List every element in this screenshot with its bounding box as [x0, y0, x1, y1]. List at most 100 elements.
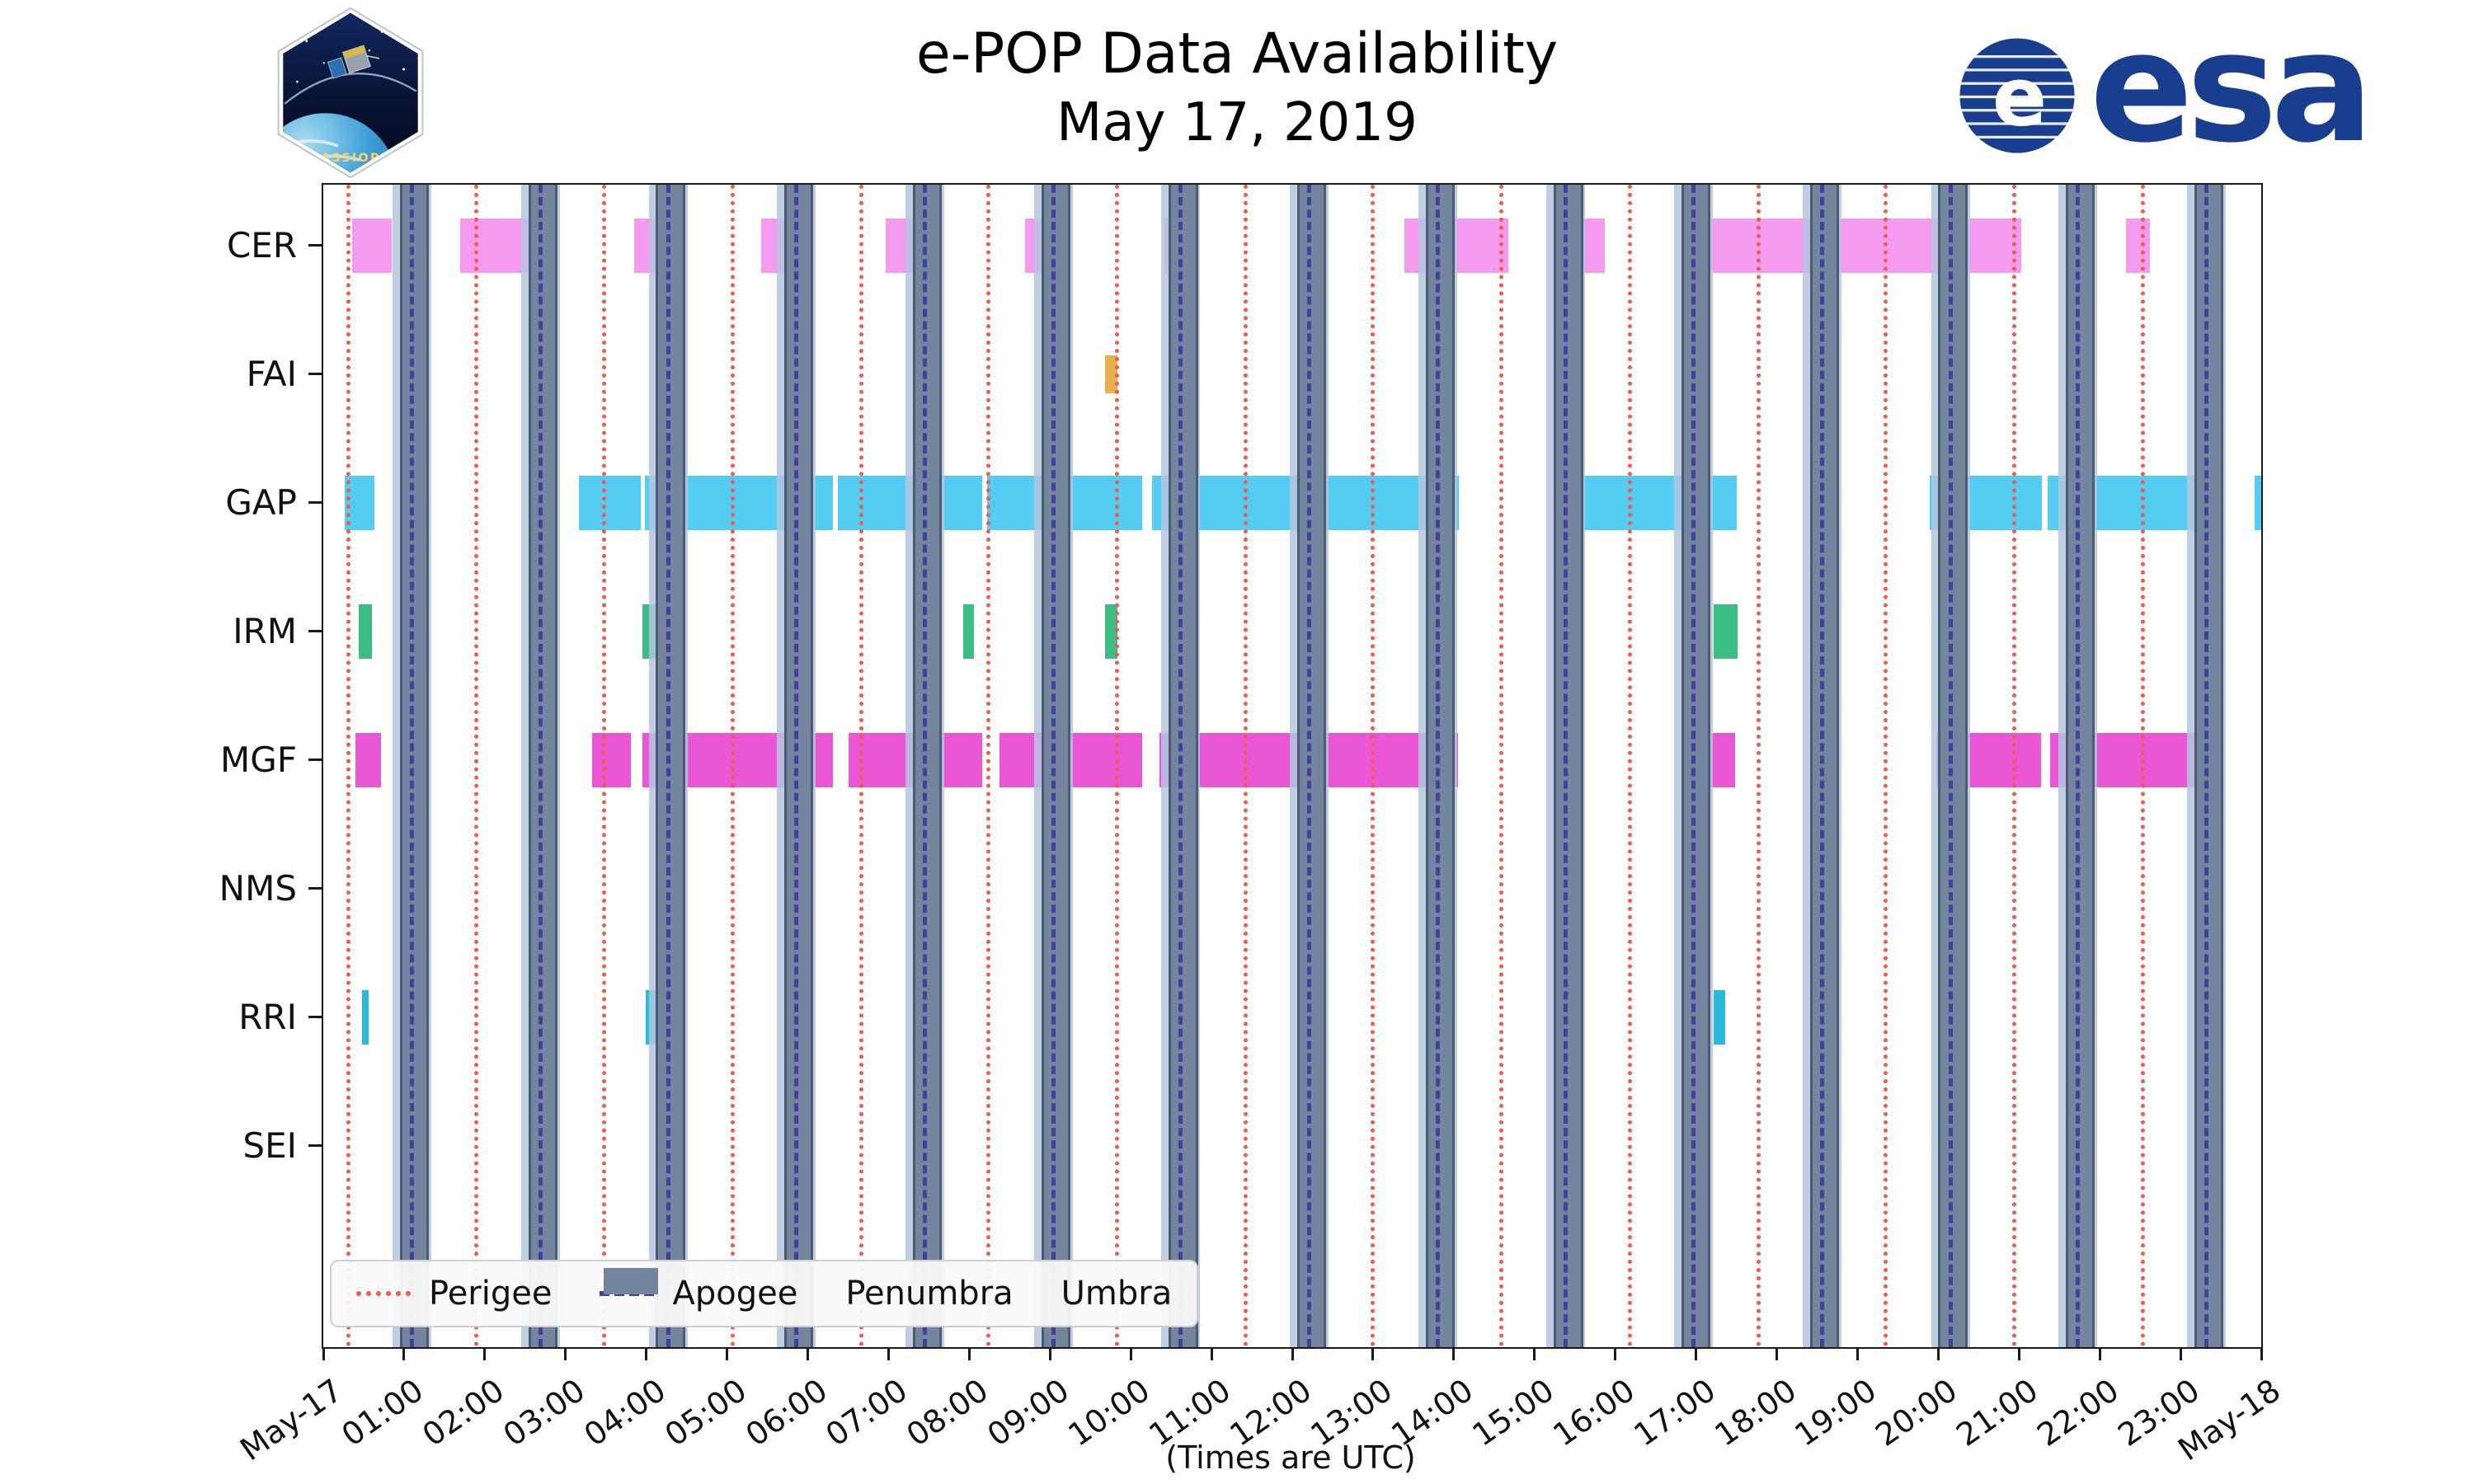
legend-label-apogee: Apogee [672, 1275, 798, 1313]
x-tick [402, 1347, 406, 1360]
umbra-band [1041, 185, 1070, 1347]
umbra-band [784, 185, 814, 1347]
legend-label-perigee: Perigee [429, 1275, 553, 1313]
perigee-line [1499, 185, 1504, 1347]
perigee-line [858, 185, 863, 1347]
x-tick [1936, 1347, 1940, 1360]
cassiope-patch-graphic: CASSIOPE [277, 7, 424, 179]
apogee-line [1819, 185, 1824, 1347]
y-tick [308, 1144, 323, 1147]
x-tick [887, 1347, 890, 1360]
x-tick [2260, 1347, 2263, 1360]
x-tick [1291, 1347, 1294, 1360]
legend-item-penumbra: Penumbra [604, 1268, 1014, 1313]
data-bar-irm [1714, 604, 1738, 659]
umbra-band [1169, 185, 1198, 1347]
apogee-line [1691, 185, 1696, 1347]
apogee-line [794, 185, 799, 1347]
apogee-line [410, 185, 415, 1347]
apogee-line [1435, 185, 1440, 1347]
x-tick [564, 1347, 567, 1360]
y-label-cer: CER [226, 225, 297, 265]
y-label-rri: RRI [238, 997, 297, 1037]
legend-item-umbra: Umbra [604, 1268, 1173, 1313]
apogee-line [1178, 185, 1183, 1347]
perigee-line [602, 185, 607, 1347]
data-bar-mgf [592, 733, 632, 787]
data-bar-fai [1104, 355, 1118, 393]
y-tick [308, 501, 323, 504]
x-tick [1776, 1347, 1778, 1360]
apogee-line [1307, 185, 1312, 1347]
y-tick [308, 887, 323, 890]
umbra-band [1681, 185, 1711, 1347]
plot-area: Perigee Apogee Penumbra Umbra May-17 01:0… [219, 183, 2287, 1468]
y-tick [308, 758, 323, 761]
umbra-band [656, 185, 685, 1347]
perigee-line [346, 185, 350, 1347]
umbra-band [1554, 185, 1583, 1347]
data-bar-gap [2255, 476, 2261, 530]
apogee-line [538, 185, 543, 1347]
esa-wordmark: esa [2090, 0, 2373, 176]
apogee-line [2204, 185, 2208, 1347]
apogee-line [1564, 185, 1569, 1347]
legend-item-apogee: Apogee [600, 1275, 797, 1313]
x-tick [1533, 1347, 1536, 1360]
satellite [327, 45, 380, 79]
legend-label-penumbra: Penumbra [845, 1275, 1014, 1313]
y-label-mgf: MGF [220, 740, 297, 780]
cassiope-mission-patch: CASSIOPE [272, 7, 429, 182]
x-tick [322, 1347, 325, 1360]
data-bar-cer [2125, 218, 2150, 273]
legend: Perigee Apogee Penumbra Umbra [330, 1260, 1199, 1327]
y-label-fai: FAI [246, 354, 297, 394]
perigee-line [986, 185, 991, 1347]
umbra-band [1938, 185, 1968, 1347]
data-bar-rri [1714, 990, 1725, 1045]
data-bar-cer [352, 218, 393, 273]
data-bar-irm [1104, 604, 1118, 659]
data-bar-irm [962, 604, 975, 659]
x-tick [726, 1347, 729, 1360]
y-label-sei: SEI [242, 1125, 297, 1166]
x-tick [2179, 1347, 2182, 1360]
orbit-arc [284, 73, 417, 105]
perigee-line [730, 185, 735, 1347]
x-tick [2098, 1347, 2101, 1360]
data-bar-cer [1696, 218, 2022, 273]
perigee-line [1627, 185, 1632, 1347]
legend-label-umbra: Umbra [1061, 1275, 1173, 1313]
x-tick [1695, 1347, 1698, 1360]
umbra-band [528, 185, 558, 1347]
x-tick [1129, 1347, 1132, 1360]
perigee-line [1115, 185, 1119, 1347]
x-axis-label: (Times are UTC) [1165, 1439, 1416, 1476]
chart-date: May 17, 2019 [1056, 92, 1418, 153]
legend-item-perigee: Perigee [356, 1275, 552, 1313]
perigee-line [1371, 185, 1376, 1347]
esa-globe-icon: e [1959, 38, 2075, 153]
umbra-patch-sample [604, 1268, 658, 1294]
esa-logo: e esa [1956, 12, 2373, 164]
y-label-irm: IRM [233, 611, 297, 651]
umbra-band [2066, 185, 2095, 1347]
x-tick [2017, 1347, 2020, 1360]
perigee-line [2140, 185, 2145, 1347]
perigee-line-sample [356, 1291, 411, 1296]
svg-text:e: e [1992, 51, 2047, 145]
y-tick [308, 373, 323, 375]
x-tick [1856, 1347, 1859, 1360]
apogee-line [1051, 185, 1056, 1347]
x-tick [483, 1347, 487, 1360]
data-bar-rri [362, 990, 369, 1045]
chart-title: e-POP Data Availability [915, 21, 1559, 87]
y-tick [308, 1016, 323, 1018]
apogee-line [923, 185, 927, 1347]
umbra-band [1425, 185, 1455, 1347]
perigee-line [1243, 185, 1248, 1347]
x-tick [967, 1347, 971, 1360]
y-tick [308, 630, 323, 632]
perigee-line [473, 185, 478, 1347]
